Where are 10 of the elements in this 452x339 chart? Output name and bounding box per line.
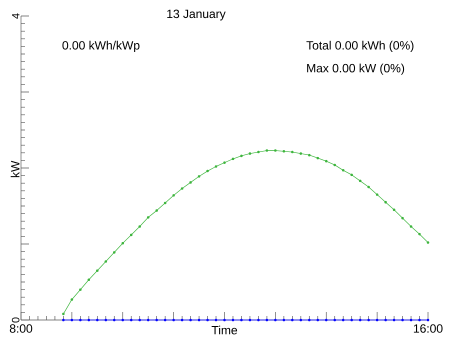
y-tick-label: 0 [12,317,20,323]
x-tick-label: 8:00 [10,324,32,333]
annotation: Max 0.00 kW (0%) [307,64,404,75]
x-tick-label: 16:00 [414,324,443,333]
annotation: 0.00 kWh/kWp [62,40,140,52]
chart-title: 13 January [167,10,226,20]
x-axis-title: Time [212,326,238,334]
y-axis-title: kW [10,160,20,178]
y-tick-label: 4 [12,13,20,19]
annotation: Total 0.00 kWh (0%) [306,40,414,52]
